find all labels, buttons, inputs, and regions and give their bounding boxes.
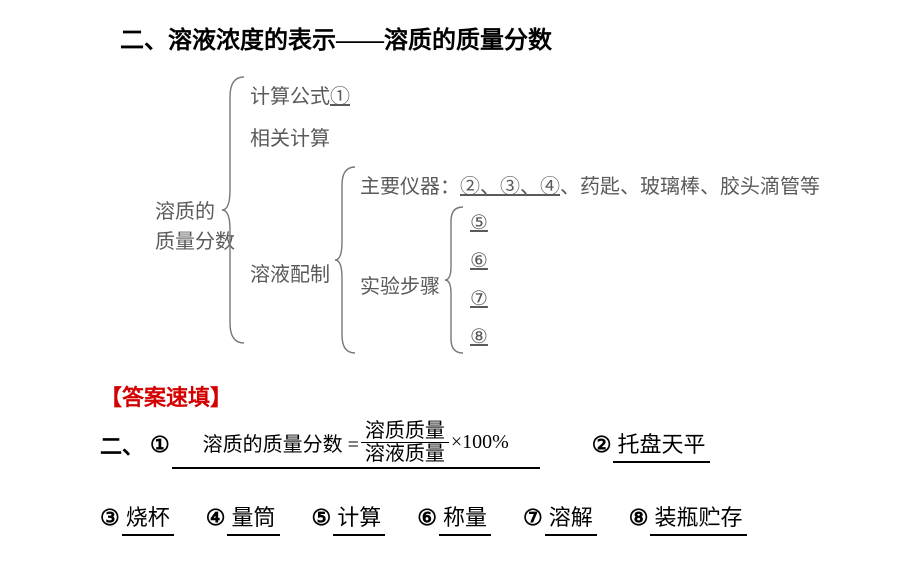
answer-n8: ⑧ bbox=[629, 505, 649, 531]
answer-n5: ⑤ bbox=[312, 505, 332, 531]
step-6: ⑥ bbox=[470, 248, 488, 273]
answer-2: 托盘天平 bbox=[613, 427, 709, 463]
brace-root bbox=[222, 75, 250, 345]
branch-calc-formula-text: 计算公式 bbox=[250, 86, 330, 108]
answer-n4: ④ bbox=[206, 505, 226, 531]
answer-n2: ② bbox=[592, 432, 612, 458]
answer-7: 溶解 bbox=[545, 500, 597, 536]
step-8: ⑧ bbox=[470, 324, 488, 349]
instruments-pre: 主要仪器： bbox=[360, 176, 460, 198]
answer-n3: ③ bbox=[100, 505, 120, 531]
step-5: ⑤ bbox=[470, 210, 488, 235]
answer-8: 装瓶贮存 bbox=[650, 500, 746, 536]
formula-denominator: 溶液质量 bbox=[361, 443, 449, 465]
answer-line-1: 二、 ① 溶质的质量分数 = 溶质质量 溶液质量 ×100% ② 托盘天平 bbox=[100, 420, 712, 469]
branch-calc-formula: 计算公式① bbox=[250, 80, 350, 109]
formula-tail: ×100% bbox=[451, 431, 509, 454]
answer-n7: ⑦ bbox=[523, 505, 543, 531]
root-line1: 溶质的 bbox=[155, 195, 215, 224]
answer-n6: ⑥ bbox=[417, 505, 437, 531]
branch-solution-prep: 溶液配制 bbox=[250, 258, 330, 287]
answer-line-2: ③ 烧杯 ④ 量筒 ⑤ 计算 ⑥ 称量 ⑦ 溶解 ⑧ 装瓶贮存 bbox=[100, 500, 749, 536]
instruments-post: 、药匙、玻璃棒、胶头滴管等 bbox=[560, 176, 820, 198]
num-1: ① bbox=[330, 86, 350, 108]
answer-1-blank: 溶质的质量分数 = 溶质质量 溶液质量 ×100% bbox=[172, 420, 540, 469]
answer-3: 烧杯 bbox=[122, 500, 174, 536]
step-7: ⑦ bbox=[470, 286, 488, 311]
instruments-nums: ②、③、④ bbox=[460, 176, 560, 198]
branch-related-calc: 相关计算 bbox=[250, 122, 330, 151]
formula-fraction: 溶质质量 溶液质量 bbox=[361, 420, 449, 465]
brace-prep bbox=[335, 165, 361, 355]
formula-numerator: 溶质质量 bbox=[361, 420, 449, 443]
answer-4: 量筒 bbox=[227, 500, 279, 536]
answer-n1: ① bbox=[150, 432, 170, 458]
answer-6: 称量 bbox=[439, 500, 491, 536]
formula-lhs: 溶质的质量分数 = bbox=[203, 428, 359, 457]
answer-header: 【答案速填】 bbox=[100, 380, 232, 412]
branch-steps: 实验步骤 bbox=[360, 270, 440, 299]
brace-steps bbox=[445, 205, 469, 355]
branch-instruments: 主要仪器：②、③、④、药匙、玻璃棒、胶头滴管等 bbox=[360, 170, 820, 199]
answer-5: 计算 bbox=[333, 500, 385, 536]
answer-section: 二、 bbox=[100, 429, 144, 461]
section-title: 二、溶液浓度的表示——溶质的质量分数 bbox=[120, 20, 552, 55]
